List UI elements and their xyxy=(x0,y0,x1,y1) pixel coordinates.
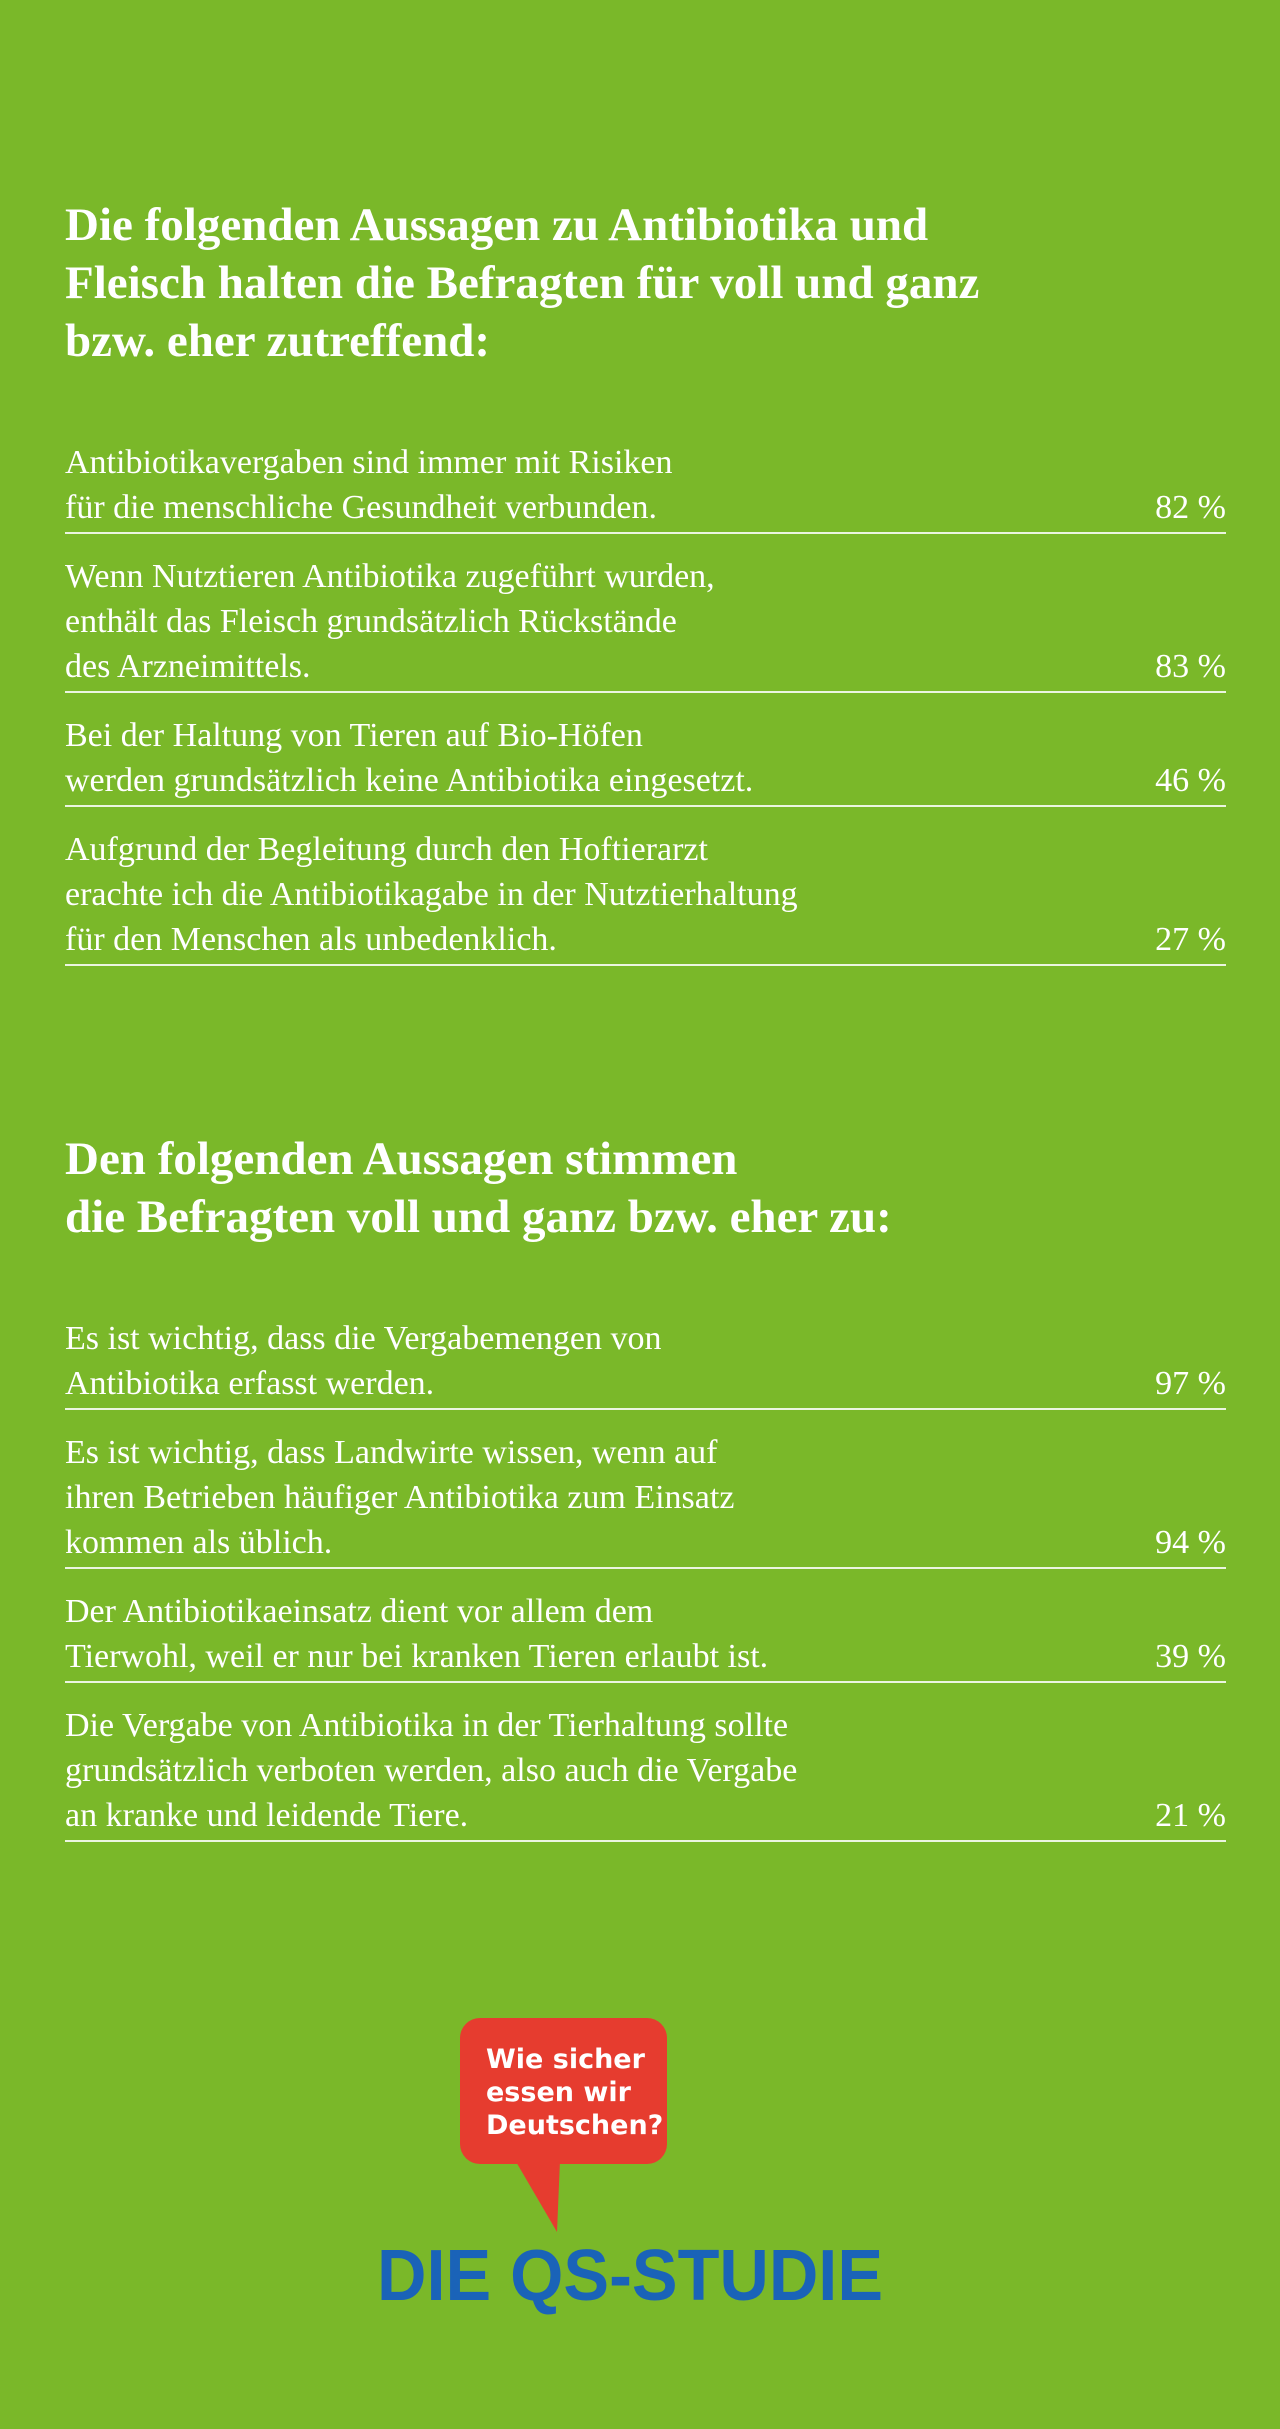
statement: Aufgrund der Begleitung durch den Hoftie… xyxy=(65,827,1226,966)
statement-line: für die menschliche Gesundheit verbunden… xyxy=(65,489,657,526)
statement: Es ist wichtig, dass die Vergabemengen v… xyxy=(65,1316,1226,1410)
bubble-line: Deutschen? xyxy=(486,2110,663,2141)
statement-line: Wenn Nutztieren Antibiotika zugeführt wu… xyxy=(65,558,715,595)
statement-line: Antibiotikavergaben sind immer mit Risik… xyxy=(65,444,673,481)
statement-line: ihren Betrieben häufiger Antibiotika zum… xyxy=(65,1479,735,1516)
bubble-line: essen wir xyxy=(486,2077,632,2108)
percentage: 94 % xyxy=(1155,1524,1226,1561)
section-title: Die folgenden Aussagen zu Antibiotika un… xyxy=(65,196,1226,370)
percentage: 83 % xyxy=(1155,648,1226,685)
percentage: 46 % xyxy=(1155,762,1226,799)
statement-line: Aufgrund der Begleitung durch den Hoftie… xyxy=(65,831,708,868)
statement-line: erachte ich die Antibiotikagabe in der N… xyxy=(65,876,798,913)
title-line: Den folgenden Aussagen stimmen xyxy=(65,1133,738,1185)
title-line: Die folgenden Aussagen zu Antibiotika un… xyxy=(65,199,929,251)
statement: Bei der Haltung von Tieren auf Bio-Höfen… xyxy=(65,713,1226,807)
bubble-line: Wie sicher xyxy=(486,2044,646,2075)
statement: Antibiotikavergaben sind immer mit Risik… xyxy=(65,440,1226,534)
statement-line: Es ist wichtig, dass die Vergabemengen v… xyxy=(65,1320,662,1357)
statement: Die Vergabe von Antibiotika in der Tierh… xyxy=(65,1703,1226,1842)
statement-line: des Arzneimittels. xyxy=(65,648,311,685)
statement-line: Die Vergabe von Antibiotika in der Tierh… xyxy=(65,1707,789,1744)
statement-line: Der Antibiotikaeinsatz dient vor allem d… xyxy=(65,1593,654,1630)
statement-line: werden grundsätzlich keine Antibiotika e… xyxy=(65,762,754,799)
section: Den folgenden Aussagen stimmen die Befrag… xyxy=(65,1130,1226,1862)
title-line: die Befragten voll und ganz bzw. eher zu… xyxy=(65,1191,892,1243)
statement-line: enthält das Fleisch grundsätzlich Rückst… xyxy=(65,603,677,640)
section: Die folgenden Aussagen zu Antibiotika un… xyxy=(65,196,1226,986)
percentage: 27 % xyxy=(1155,921,1226,958)
percentage: 97 % xyxy=(1155,1365,1226,1402)
statement-line: Bei der Haltung von Tieren auf Bio-Höfen xyxy=(65,717,643,754)
statement-line: Tierwohl, weil er nur bei kranken Tieren… xyxy=(65,1638,769,1675)
statement-line: Antibiotika erfasst werden. xyxy=(65,1365,435,1402)
statement-line: grundsätzlich verboten werden, also auch… xyxy=(65,1752,798,1789)
statement: Es ist wichtig, dass Landwirte wissen, w… xyxy=(65,1430,1226,1569)
logo-name: DIE QS-STUDIE xyxy=(377,2236,883,2316)
statement: Der Antibiotikaeinsatz dient vor allem d… xyxy=(65,1589,1226,1683)
title-line: bzw. eher zutreffend: xyxy=(65,315,491,367)
speech-bubble xyxy=(460,2018,667,2164)
percentage: 39 % xyxy=(1155,1638,1226,1675)
statement-line: an kranke und leidende Tiere. xyxy=(65,1797,469,1834)
percentage: 21 % xyxy=(1155,1797,1226,1834)
statement-line: kommen als üblich. xyxy=(65,1524,333,1561)
statement-line: Es ist wichtig, dass Landwirte wissen, w… xyxy=(65,1434,718,1471)
section-title: Den folgenden Aussagen stimmen die Befrag… xyxy=(65,1130,1226,1246)
percentage: 82 % xyxy=(1155,489,1226,526)
statement: Wenn Nutztieren Antibiotika zugeführt wu… xyxy=(65,554,1226,693)
statement-line: für den Menschen als unbedenklich. xyxy=(65,921,557,958)
title-line: Fleisch halten die Befragten für voll un… xyxy=(65,257,980,309)
bubble-tail xyxy=(515,2160,560,2232)
